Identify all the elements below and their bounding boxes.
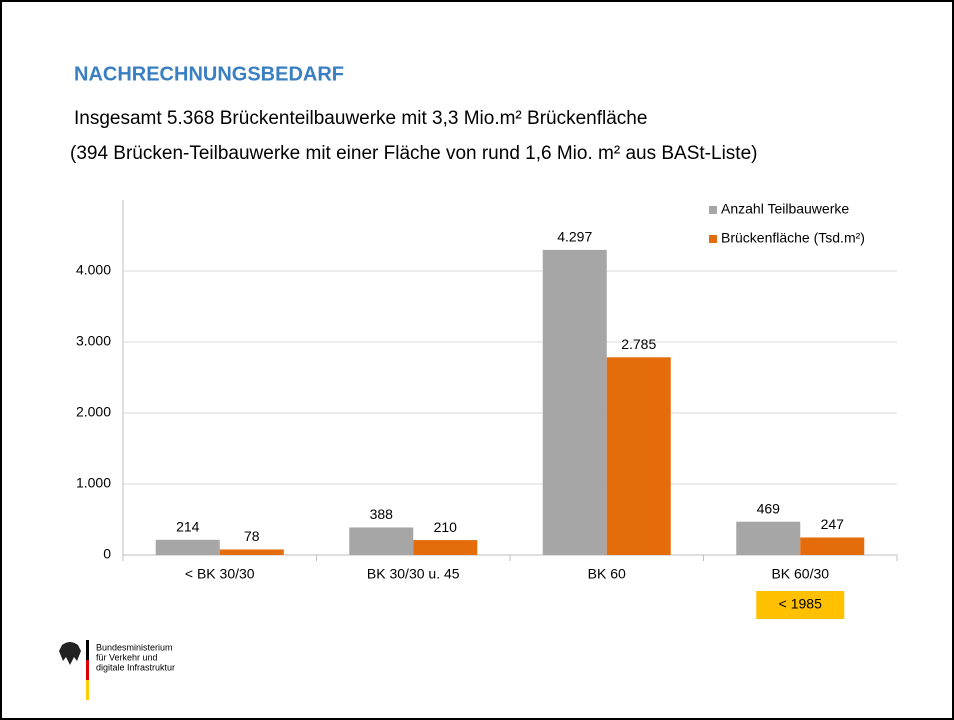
eagle <box>59 642 81 665</box>
chart-title: NACHRECHNUNGSBEDARF <box>74 63 344 85</box>
logo: Bundesministerium für Verkehr und digita… <box>59 640 175 700</box>
logo-text: digitale Infrastruktur <box>96 662 175 672</box>
data-label: 78 <box>244 528 260 544</box>
x-tick-label: < BK 30/30 <box>185 566 255 582</box>
data-label: 2.785 <box>621 336 656 352</box>
y-tick-label: 3.000 <box>76 333 111 349</box>
bar <box>800 537 865 555</box>
y-tick-label: 2.000 <box>76 404 111 420</box>
x-tick-label: BK 60/30 <box>771 566 829 582</box>
subtitle: (394 Brücken-Teilbauwerke mit einer Fläc… <box>70 143 757 164</box>
x-tick-label: BK 30/30 u. 45 <box>367 566 460 582</box>
x-tick-label: BK 60 <box>588 566 626 582</box>
subtitle: Insgesamt 5.368 Brückenteilbauwerke mit … <box>74 108 647 129</box>
flag-black <box>86 640 89 660</box>
data-label: 247 <box>821 516 845 532</box>
data-label: 388 <box>370 506 394 522</box>
flag-red <box>86 660 89 680</box>
annotation-box <box>756 591 845 619</box>
logo-text: für Verkehr und <box>96 652 158 662</box>
flag-gold <box>86 680 89 700</box>
bar <box>606 357 671 555</box>
bar <box>542 249 607 555</box>
logo-text: Bundesministerium <box>96 642 173 652</box>
legend-label: Brückenfläche (Tsd.m²) <box>721 230 865 246</box>
y-tick-label: 1.000 <box>76 475 111 491</box>
data-label: 4.297 <box>557 229 592 245</box>
legend-label: Anzahl Teilbauwerke <box>721 201 849 217</box>
bar <box>736 521 801 555</box>
data-label: 469 <box>757 500 781 516</box>
data-label: 210 <box>434 519 458 535</box>
data-label: 214 <box>176 519 200 535</box>
bar <box>349 527 414 555</box>
bar <box>155 539 220 555</box>
bar <box>219 549 284 555</box>
y-tick-label: 4.000 <box>76 262 111 278</box>
legend-swatch <box>709 235 717 243</box>
y-tick-label: 0 <box>103 546 111 562</box>
bar <box>413 540 478 555</box>
legend-swatch <box>709 206 717 214</box>
annotation: < 1985 <box>779 596 822 612</box>
